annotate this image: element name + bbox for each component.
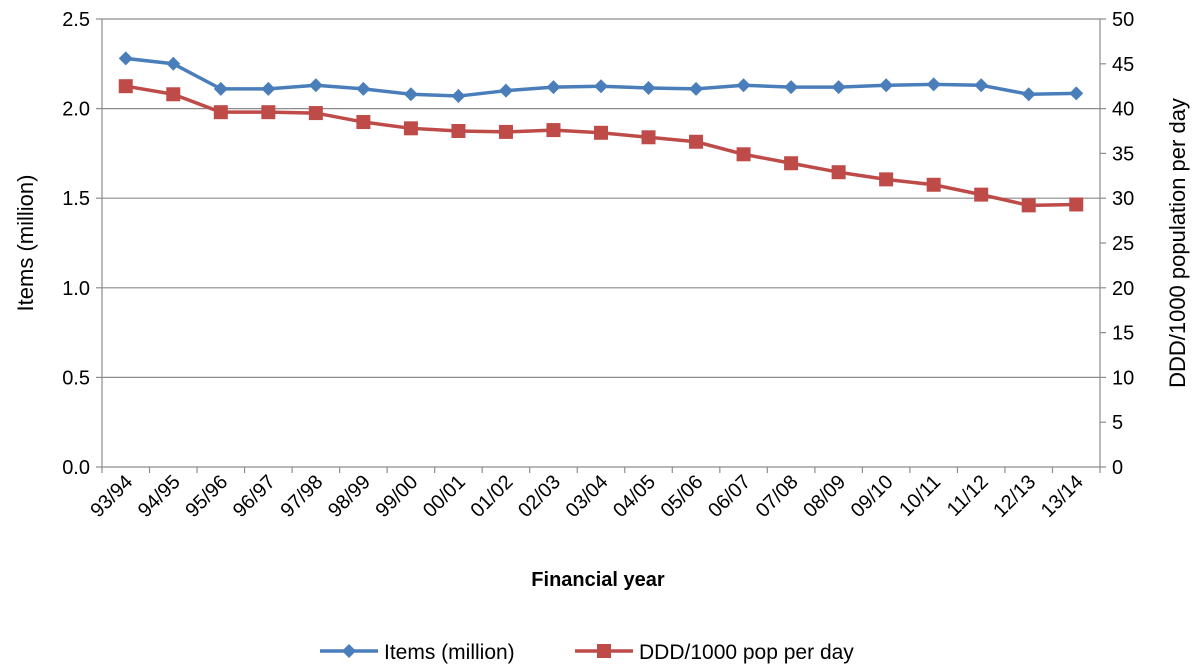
y-right-tick-label: 15 bbox=[1112, 323, 1134, 345]
data-point bbox=[689, 81, 704, 96]
data-point bbox=[594, 125, 608, 140]
y-left-tick-label: 2.0 bbox=[62, 99, 90, 121]
y-axis-left-title: Items (million) bbox=[13, 175, 38, 312]
data-point bbox=[308, 78, 323, 93]
x-tick-label: 06/07 bbox=[704, 471, 755, 522]
y-axis-right-title: DDD/1000 population per day bbox=[1165, 98, 1190, 388]
x-tick-label: 98/99 bbox=[324, 471, 375, 522]
data-point bbox=[1021, 87, 1036, 102]
y-left-tick-label: 0.5 bbox=[62, 367, 90, 389]
gridlines bbox=[102, 18, 1100, 378]
legend-swatch-marker bbox=[597, 644, 611, 658]
y-right-tick-label: 10 bbox=[1112, 367, 1134, 389]
y-left-tick-label: 1.5 bbox=[62, 188, 90, 210]
y-right-tick-label: 0 bbox=[1112, 457, 1123, 479]
y-right-tick-label: 20 bbox=[1112, 278, 1134, 300]
data-point bbox=[879, 172, 894, 187]
x-tick-label: 05/06 bbox=[657, 471, 708, 522]
data-point bbox=[261, 105, 276, 120]
data-point bbox=[641, 80, 656, 95]
left-axis-ticks: 0.0 0.5 1.0 1.5 2.0 2.5 bbox=[62, 9, 102, 479]
y-left-tick-label: 0.0 bbox=[62, 457, 90, 479]
data-point bbox=[118, 79, 133, 94]
data-point bbox=[166, 87, 181, 102]
x-tick-label: 94/95 bbox=[134, 471, 185, 522]
data-point bbox=[451, 124, 466, 138]
data-point bbox=[118, 51, 133, 66]
y-left-tick-label: 2.5 bbox=[62, 9, 90, 31]
data-point bbox=[498, 83, 513, 98]
data-point bbox=[403, 87, 418, 102]
series bbox=[118, 51, 1084, 213]
data-point bbox=[594, 79, 608, 94]
data-point bbox=[166, 56, 181, 71]
y-left-tick-label: 1.0 bbox=[62, 278, 90, 300]
x-tick-label: 02/03 bbox=[514, 471, 565, 522]
x-tick-label: 99/00 bbox=[371, 471, 422, 522]
x-tick-label: 96/97 bbox=[229, 471, 280, 522]
x-tick-label: 95/96 bbox=[181, 471, 232, 522]
data-point bbox=[1069, 197, 1084, 212]
data-point bbox=[308, 106, 323, 121]
legend: Items (million) DDD/1000 pop per day bbox=[320, 641, 854, 664]
x-tick-label: 09/10 bbox=[847, 471, 898, 522]
data-point bbox=[546, 123, 561, 138]
x-tick-label: 13/14 bbox=[1037, 471, 1088, 522]
y-right-tick-label: 5 bbox=[1112, 412, 1123, 434]
data-point bbox=[403, 121, 418, 136]
legend-item: DDD/1000 pop per day bbox=[575, 641, 854, 664]
legend-swatch-marker bbox=[342, 644, 356, 658]
data-point bbox=[926, 77, 941, 92]
data-point bbox=[1069, 86, 1084, 101]
x-tick-label: 11/12 bbox=[943, 471, 993, 521]
data-point bbox=[784, 80, 799, 95]
data-point bbox=[784, 156, 799, 171]
data-point bbox=[974, 78, 989, 93]
y-right-tick-label: 45 bbox=[1112, 54, 1134, 76]
x-tick-label: 00/01 bbox=[419, 471, 470, 522]
right-axis-ticks: 0 5 10 15 20 25 30 35 40 45 50 bbox=[1100, 9, 1134, 479]
data-point bbox=[213, 105, 228, 120]
x-tick-label: 04/05 bbox=[609, 471, 660, 522]
series-items bbox=[118, 51, 1084, 104]
x-tick-label: 03/04 bbox=[562, 471, 613, 522]
y-right-tick-label: 25 bbox=[1112, 233, 1134, 255]
data-point bbox=[974, 187, 989, 202]
y-right-tick-label: 30 bbox=[1112, 188, 1134, 210]
data-point bbox=[261, 81, 276, 96]
data-point bbox=[356, 115, 371, 130]
data-point bbox=[451, 89, 466, 104]
x-tick-label: 97/98 bbox=[276, 471, 327, 522]
legend-item: Items (million) bbox=[320, 641, 515, 664]
data-point bbox=[641, 130, 656, 145]
data-point bbox=[689, 134, 704, 149]
x-tick-label: 07/08 bbox=[752, 471, 803, 522]
x-tick-label: 93/94 bbox=[86, 471, 137, 522]
data-point bbox=[831, 165, 846, 180]
data-point bbox=[736, 147, 751, 162]
data-point bbox=[831, 80, 846, 95]
data-point bbox=[926, 177, 941, 192]
y-right-tick-label: 50 bbox=[1112, 9, 1134, 31]
data-point bbox=[736, 78, 751, 93]
x-tick-label: 12/13 bbox=[989, 471, 1040, 522]
data-point bbox=[1021, 198, 1036, 213]
series-ddd bbox=[118, 79, 1084, 213]
legend-label: DDD/1000 pop per day bbox=[639, 641, 854, 664]
y-right-tick-label: 35 bbox=[1112, 143, 1134, 165]
data-point bbox=[356, 81, 371, 96]
x-tick-label: 08/09 bbox=[799, 471, 850, 522]
x-tick-label: 01/02 bbox=[467, 471, 518, 522]
data-point bbox=[546, 80, 561, 95]
x-axis-title: Financial year bbox=[531, 569, 665, 591]
x-tick-label: 10/11 bbox=[895, 471, 945, 521]
x-axis-ticks: 93/9494/9595/9696/9797/9898/9999/0000/01… bbox=[86, 467, 1101, 522]
legend-label: Items (million) bbox=[384, 641, 515, 664]
data-point bbox=[213, 81, 228, 96]
y-right-tick-label: 40 bbox=[1112, 99, 1134, 121]
data-point bbox=[498, 124, 513, 139]
data-point bbox=[879, 78, 894, 93]
